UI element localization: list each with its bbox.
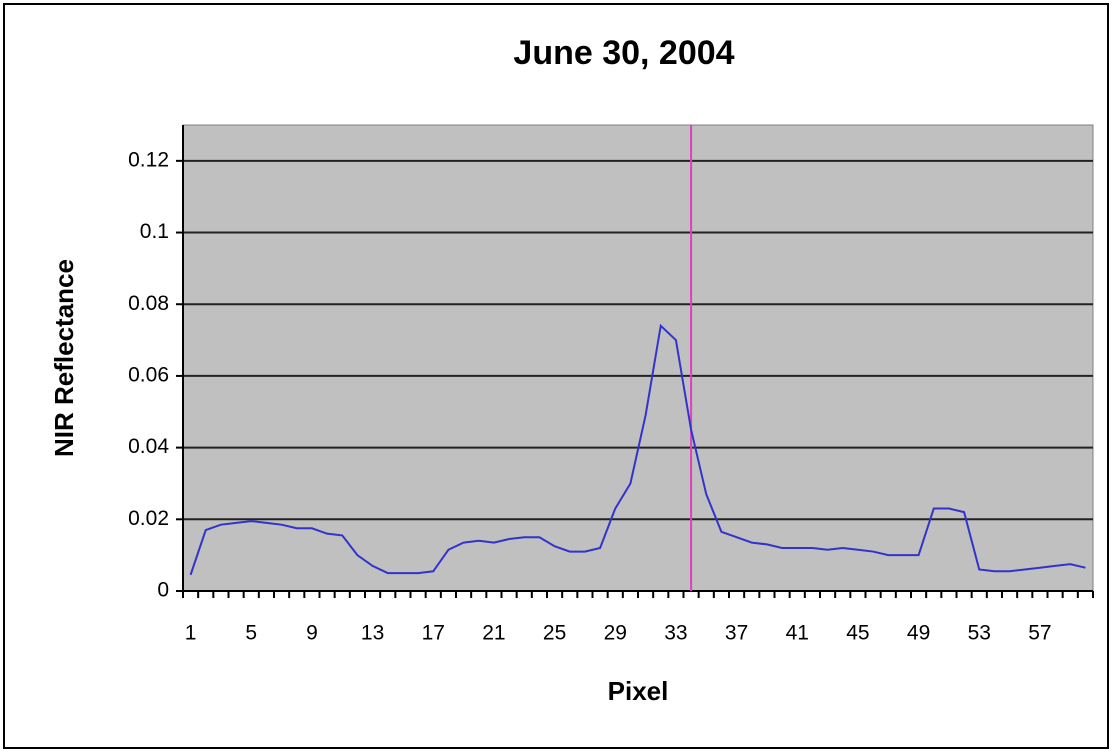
y-tick-label: 0.02 bbox=[128, 507, 169, 530]
x-tick-label: 33 bbox=[664, 622, 687, 645]
x-tick-label: 9 bbox=[306, 622, 318, 645]
x-tick-label: 41 bbox=[786, 622, 809, 645]
y-tick-label: 0.08 bbox=[128, 292, 169, 315]
y-tick-label: 0.04 bbox=[128, 435, 169, 458]
x-tick-label: 49 bbox=[907, 622, 930, 645]
x-tick-label: 17 bbox=[422, 622, 445, 645]
x-tick-label: 45 bbox=[846, 622, 869, 645]
data-line bbox=[189, 323, 1086, 576]
x-tick-label: 1 bbox=[185, 622, 197, 645]
x-tick-label: 57 bbox=[1028, 622, 1051, 645]
y-tick-label: 0.12 bbox=[128, 148, 169, 171]
chart-title: June 30, 2004 bbox=[513, 34, 734, 72]
x-tick-label: 29 bbox=[604, 622, 627, 645]
y-tick-label: 0.06 bbox=[128, 363, 169, 386]
x-axis-label: Pixel bbox=[608, 676, 669, 706]
x-tick-label: 21 bbox=[482, 622, 505, 645]
plot-area bbox=[182, 124, 1094, 592]
x-tick-label: 37 bbox=[725, 622, 748, 645]
x-tick-label: 13 bbox=[361, 622, 384, 645]
y-tick-label: 0.1 bbox=[140, 220, 169, 243]
y-axis-label: NIR Reflectance bbox=[49, 259, 79, 457]
x-tick-label: 53 bbox=[968, 622, 991, 645]
x-tick-label: 5 bbox=[245, 622, 257, 645]
y-tick-label: 0 bbox=[157, 579, 169, 602]
x-tick-label: 25 bbox=[543, 622, 566, 645]
